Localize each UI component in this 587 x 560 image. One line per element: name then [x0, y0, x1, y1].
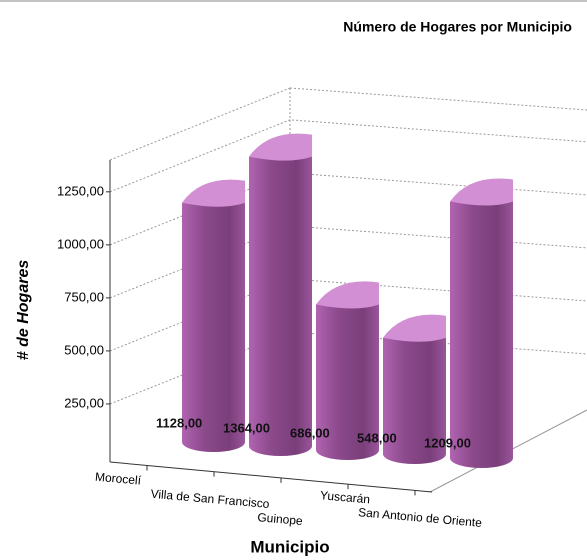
value-label: 1128,00	[156, 415, 202, 430]
y-tick-label: 1000,00	[57, 236, 104, 251]
x-tick-label: Guinope	[257, 510, 304, 528]
x-axis-label: Municipio	[250, 537, 329, 556]
bar	[249, 133, 312, 457]
bar-top	[450, 178, 513, 206]
bar-body	[182, 202, 245, 452]
bar-body	[316, 304, 379, 460]
chart-title: Número de Hogares por Municipio	[343, 19, 572, 35]
bar	[182, 179, 245, 452]
bar-body	[383, 337, 446, 464]
y-tick-label: 1250,00	[57, 183, 104, 198]
bar-top	[182, 179, 245, 207]
y-tick-label: 250,00	[64, 395, 104, 410]
x-tick-label: Morocelí	[95, 470, 143, 488]
wall-edge	[109, 87, 291, 161]
bar-top	[316, 281, 379, 309]
value-label: 686,00	[290, 425, 330, 440]
value-label: 1364,00	[223, 420, 270, 435]
bar-body	[249, 156, 312, 457]
x-tick-label: Villa de San Francisco	[150, 487, 270, 511]
y-axis-label: # de Hogares	[15, 260, 32, 361]
y-tick-label: 750,00	[64, 289, 104, 304]
y-tick-label: 500,00	[64, 342, 104, 357]
bar	[383, 314, 446, 464]
value-label: 1209,00	[424, 435, 471, 450]
bar-top	[249, 133, 312, 161]
value-label: 548,00	[357, 430, 397, 445]
grid-line	[109, 172, 587, 246]
x-tick-label: Yuscarán	[320, 488, 371, 506]
bar	[450, 178, 513, 468]
wall-edge	[289, 87, 587, 111]
grid-line	[109, 119, 587, 193]
bar-body	[450, 201, 513, 468]
bar-top	[383, 314, 446, 342]
bar	[316, 281, 379, 460]
x-axis	[109, 461, 433, 493]
x-tick-label: San Antonio de Oriente	[358, 505, 483, 530]
